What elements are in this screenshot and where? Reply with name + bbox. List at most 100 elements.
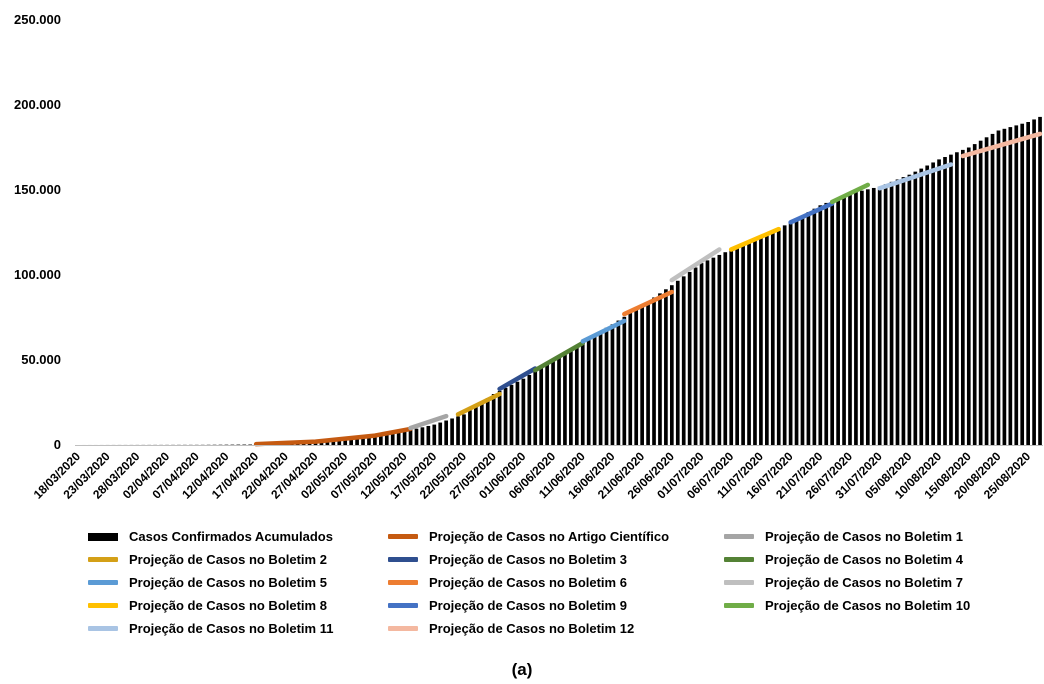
x-axis-ticks: 18/03/202023/03/202028/03/202002/04/2020… (31, 449, 1034, 502)
legend-label: Projeção de Casos no Boletim 4 (765, 552, 963, 567)
y-tick-label: 0 (54, 437, 61, 452)
bar (901, 177, 906, 445)
legend-swatch (724, 534, 754, 539)
projection-line (877, 162, 954, 191)
bar (776, 228, 781, 445)
bar (622, 316, 627, 445)
legend-swatch (88, 626, 118, 631)
legend-item: Projeção de Casos no Boletim 6 (388, 573, 724, 592)
legend-label: Projeção de Casos no Boletim 6 (429, 575, 627, 590)
bar (414, 428, 419, 445)
bar (598, 331, 603, 445)
legend-label: Projeção de Casos no Boletim 2 (129, 552, 327, 567)
bar (854, 192, 858, 445)
bar (325, 441, 330, 445)
bar (420, 427, 425, 445)
bar (503, 387, 508, 445)
legend-label: Projeção de Casos no Boletim 12 (429, 621, 635, 636)
legend-item: Projeção de Casos no Boletim 2 (88, 550, 388, 569)
legend-swatch (88, 580, 118, 585)
projection-line (669, 247, 722, 283)
bar (574, 345, 579, 445)
bar (1032, 119, 1036, 445)
bar (800, 215, 805, 445)
bar (337, 440, 342, 445)
bar (747, 242, 751, 445)
bar (479, 402, 484, 445)
bar (871, 187, 876, 445)
legend: Casos Confirmados Acumulados Projeção de … (88, 527, 1028, 638)
legend-swatch (388, 580, 418, 585)
bar (925, 165, 930, 445)
bar (865, 189, 870, 445)
bar (616, 320, 621, 445)
bar (319, 441, 324, 445)
figure-caption: (a) (511, 660, 533, 679)
y-tick-label: 150.000 (14, 182, 61, 197)
bar (913, 171, 918, 445)
bar (830, 200, 835, 445)
bar (955, 152, 959, 445)
bar (349, 439, 353, 445)
bar (711, 257, 716, 445)
bar (628, 313, 633, 445)
bar (782, 225, 787, 445)
bar (966, 147, 971, 445)
bar (931, 162, 935, 445)
bar (580, 341, 585, 445)
y-tick-label: 200.000 (14, 97, 61, 112)
bar (794, 218, 799, 445)
bar (586, 337, 591, 445)
bar (634, 309, 639, 445)
legend-swatch (388, 603, 418, 608)
legend-swatch (724, 603, 754, 608)
legend-label: Projeção de Casos no Boletim 9 (429, 598, 627, 613)
bar (640, 305, 644, 445)
bar (717, 254, 722, 445)
bar (396, 432, 401, 445)
bar (604, 327, 609, 445)
bar (812, 208, 817, 445)
bar (1026, 122, 1030, 445)
bar (960, 149, 965, 445)
bar (1014, 125, 1019, 446)
legend-swatch (388, 534, 418, 539)
bar (485, 398, 490, 445)
bar (723, 252, 728, 445)
legend-swatch (88, 532, 118, 541)
bar (474, 406, 478, 445)
legend-item: Projeção de Casos no Artigo Científico (388, 527, 724, 546)
legend-item: Projeção de Casos no Boletim 11 (88, 619, 388, 638)
legend-item: Projeção de Casos no Boletim 3 (388, 550, 724, 569)
bar (521, 378, 526, 445)
bar (491, 394, 496, 445)
projection-line (497, 366, 538, 392)
bar (224, 444, 229, 446)
chart-svg: 0 50.000 100.000 150.000 200.000 250.000 18/0… (14, 12, 1043, 502)
bar (230, 444, 235, 446)
bar (361, 438, 365, 445)
bar (770, 231, 775, 445)
y-tick-label: 250.000 (14, 12, 61, 27)
projection-lines (253, 131, 1043, 447)
bar-series (76, 116, 1042, 446)
legend-label: Projeção de Casos no Boletim 1 (765, 529, 963, 544)
bar (1020, 123, 1025, 445)
bar (675, 280, 680, 445)
bar (741, 244, 745, 445)
bar (373, 437, 377, 445)
bar (468, 410, 472, 445)
bar (759, 237, 763, 445)
bar (699, 263, 704, 445)
bar (889, 181, 894, 445)
legend-label: Projeção de Casos no Boletim 8 (129, 598, 327, 613)
projection-line (960, 131, 1043, 159)
projection-line (728, 226, 781, 252)
bar (877, 186, 882, 445)
bar (551, 360, 555, 445)
bar (610, 324, 615, 445)
bar (681, 276, 686, 445)
bar (919, 168, 924, 445)
bar (972, 144, 977, 445)
legend-item: Projeção de Casos no Boletim 5 (88, 573, 388, 592)
